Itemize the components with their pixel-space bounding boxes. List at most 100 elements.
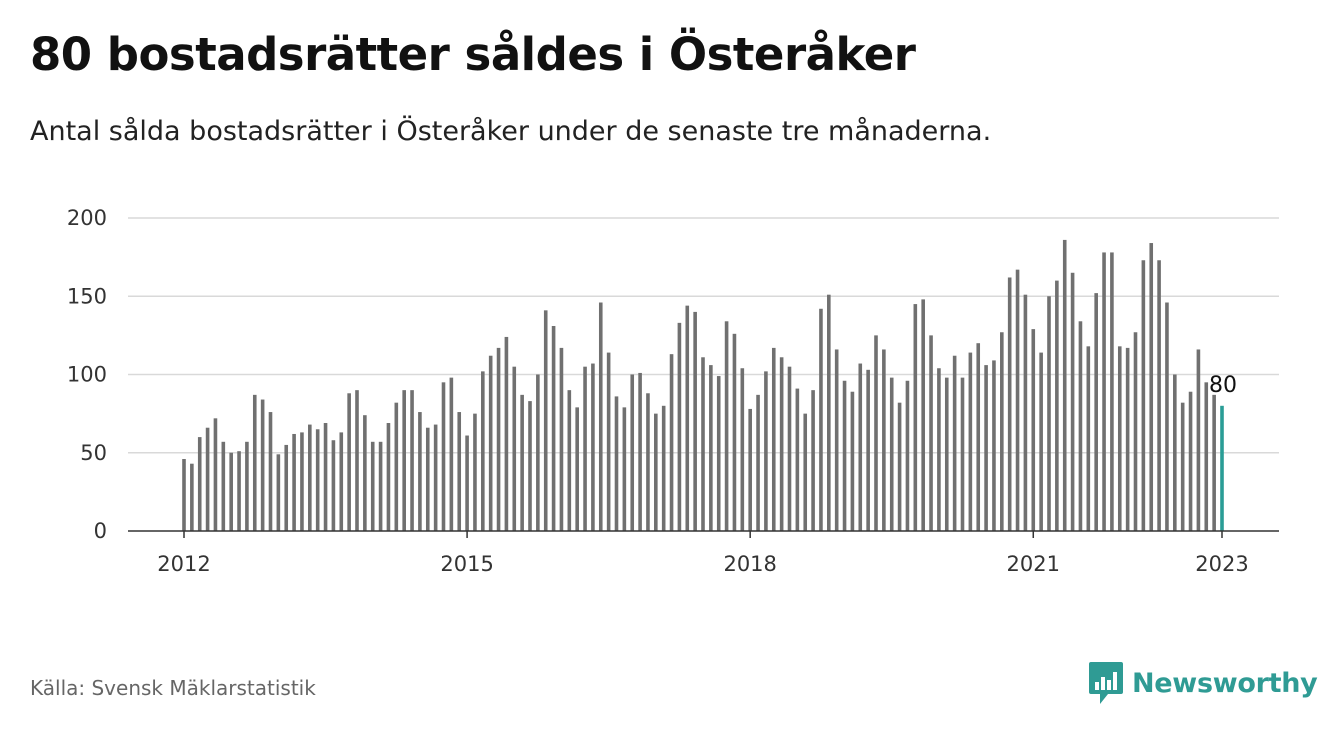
bar (1212, 394, 1216, 531)
y-axis-tick-labels: 0 50 100 150 200 (67, 206, 107, 543)
bar (473, 413, 477, 532)
bar (968, 352, 973, 531)
x-tick-label: 2023 (1195, 552, 1248, 576)
bar (575, 407, 579, 531)
last-value-label: 80 (1209, 373, 1237, 398)
bar (425, 427, 430, 531)
bar (874, 335, 878, 532)
bar (433, 424, 438, 531)
bar (1125, 347, 1130, 531)
bars (182, 239, 1224, 532)
bar (834, 349, 839, 531)
bar-highlight (1220, 405, 1224, 531)
bar (410, 390, 414, 531)
bar (308, 424, 312, 531)
source-note: Källa: Svensk Mäklarstatistik (30, 676, 316, 700)
bar (1047, 296, 1051, 531)
bar (197, 437, 202, 531)
bar (779, 357, 784, 531)
bar (370, 441, 375, 531)
bar (646, 393, 650, 531)
bar (292, 433, 296, 531)
bar (551, 325, 556, 531)
bar (1078, 321, 1083, 531)
bar (339, 432, 344, 531)
bar (347, 393, 351, 531)
newsworthy-logo-icon (1089, 662, 1123, 704)
bar (441, 382, 446, 531)
bar (268, 412, 273, 531)
bar (724, 321, 729, 531)
brand-name: Newsworthy (1132, 667, 1318, 699)
bar (1094, 293, 1098, 531)
bar (1204, 382, 1209, 531)
bar (276, 454, 281, 531)
bar (929, 335, 933, 532)
y-tick-label: 100 (67, 363, 107, 387)
bar (937, 368, 941, 531)
bar (245, 441, 249, 531)
x-axis-tick-labels: 2012 2015 2018 2021 2023 (157, 552, 1248, 576)
bar (598, 302, 603, 531)
newsworthy-logo: Newsworthy (1088, 660, 1318, 706)
bar (221, 441, 226, 531)
bar (1000, 332, 1004, 531)
bar (771, 347, 776, 531)
y-tick-label: 50 (80, 441, 107, 465)
bar (1141, 260, 1146, 531)
bar (913, 304, 918, 531)
bar (1023, 294, 1028, 531)
bar (323, 423, 328, 531)
bar (1055, 280, 1059, 531)
bar (716, 376, 721, 531)
chart-subtitle: Antal sålda bostadsrätter i Österåker un… (30, 116, 992, 147)
bar (394, 402, 399, 531)
bar (889, 377, 894, 531)
bar (614, 396, 619, 531)
bar (748, 408, 752, 531)
y-tick-label: 150 (67, 284, 107, 308)
bar (205, 427, 210, 531)
bar (1007, 277, 1012, 531)
bar (449, 377, 454, 531)
bar (1031, 329, 1036, 531)
bar (787, 366, 792, 531)
bar (418, 412, 422, 531)
bar (1086, 346, 1091, 531)
bar-chart: 0 50 100 150 200 2012 2015 2018 2021 2023 80 (67, 206, 1279, 576)
bar (677, 322, 682, 531)
bar (1133, 332, 1138, 531)
bar (284, 444, 289, 531)
bar (237, 451, 241, 531)
bar (976, 343, 981, 531)
bar (654, 413, 658, 532)
bar (378, 441, 383, 531)
bar (536, 374, 540, 531)
x-tick-label: 2021 (1007, 552, 1060, 576)
bar (819, 308, 823, 531)
bar (866, 369, 870, 531)
bar (764, 371, 768, 531)
bar (992, 360, 996, 531)
bar (842, 380, 847, 531)
bar (850, 391, 855, 531)
bar (355, 390, 359, 531)
bar (363, 415, 367, 531)
bar (512, 366, 517, 531)
bar (756, 394, 760, 531)
bar (567, 390, 572, 531)
bar (701, 357, 705, 531)
bar (190, 463, 194, 531)
bar (1173, 374, 1177, 531)
bar (182, 459, 186, 531)
x-axis (128, 530, 1279, 538)
bar (520, 394, 524, 531)
x-tick-label: 2018 (723, 552, 776, 576)
bar (1117, 346, 1122, 531)
bar (685, 305, 690, 531)
bar (1165, 302, 1169, 531)
bar (1062, 239, 1067, 531)
bar (638, 372, 642, 531)
bar (803, 413, 808, 532)
x-tick-label: 2015 (440, 552, 493, 576)
